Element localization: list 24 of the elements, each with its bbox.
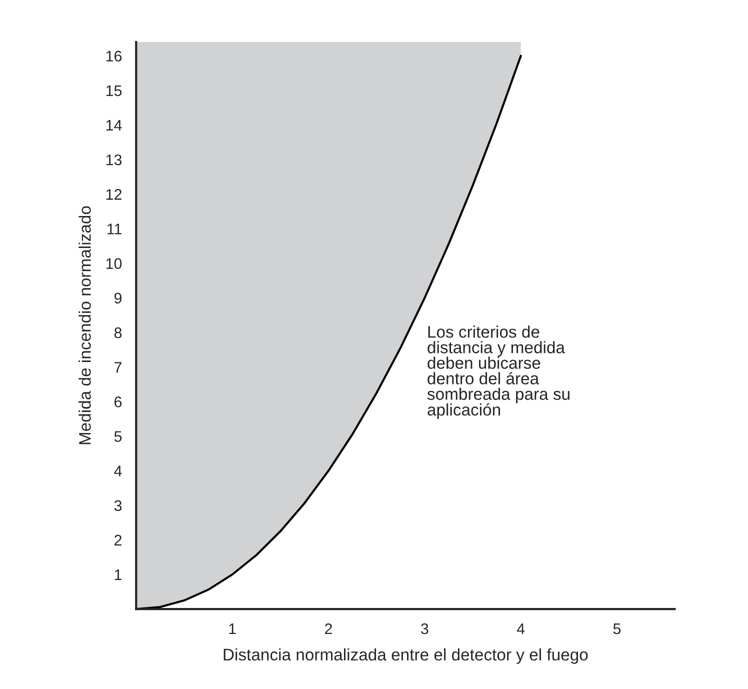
x-axis-title: Distancia normalizada entre el detector y el fuego xyxy=(224,648,588,664)
y-tick-label: 13 xyxy=(106,154,122,166)
x-tick-label: 4 xyxy=(516,624,525,634)
y-tick-label: 2 xyxy=(114,534,122,546)
y-tick-label: 9 xyxy=(114,292,122,304)
y-tick-label: 10 xyxy=(106,258,122,269)
y-tick-label: 11 xyxy=(108,224,122,234)
y-tick-label: 12 xyxy=(106,189,122,200)
annotation: Los criterios de distancia y medida deben ubicarse dentro del área sombreada para su aplicación xyxy=(427,326,570,419)
y-tick-label: 16 xyxy=(106,50,122,62)
y-tick-label: 4 xyxy=(114,466,122,476)
y-tick-label: 1 xyxy=(114,570,122,580)
y-tick-label: 6 xyxy=(114,396,122,408)
y-tick-label: 5 xyxy=(114,431,122,442)
x-tick-label: 3 xyxy=(420,623,428,634)
y-tick-label: 15 xyxy=(106,85,122,96)
y-tick-label: 3 xyxy=(114,500,122,512)
x-tick-label: 5 xyxy=(613,624,621,634)
y-tick-label: 8 xyxy=(114,327,122,338)
x-tick-label: 2 xyxy=(325,623,332,634)
y-tick-label: 14 xyxy=(106,120,122,131)
x-tick-label: 1 xyxy=(229,624,236,634)
y-tick-label: 7 xyxy=(114,362,122,373)
y-axis-title: Medida de incendio normalizado xyxy=(78,206,91,444)
